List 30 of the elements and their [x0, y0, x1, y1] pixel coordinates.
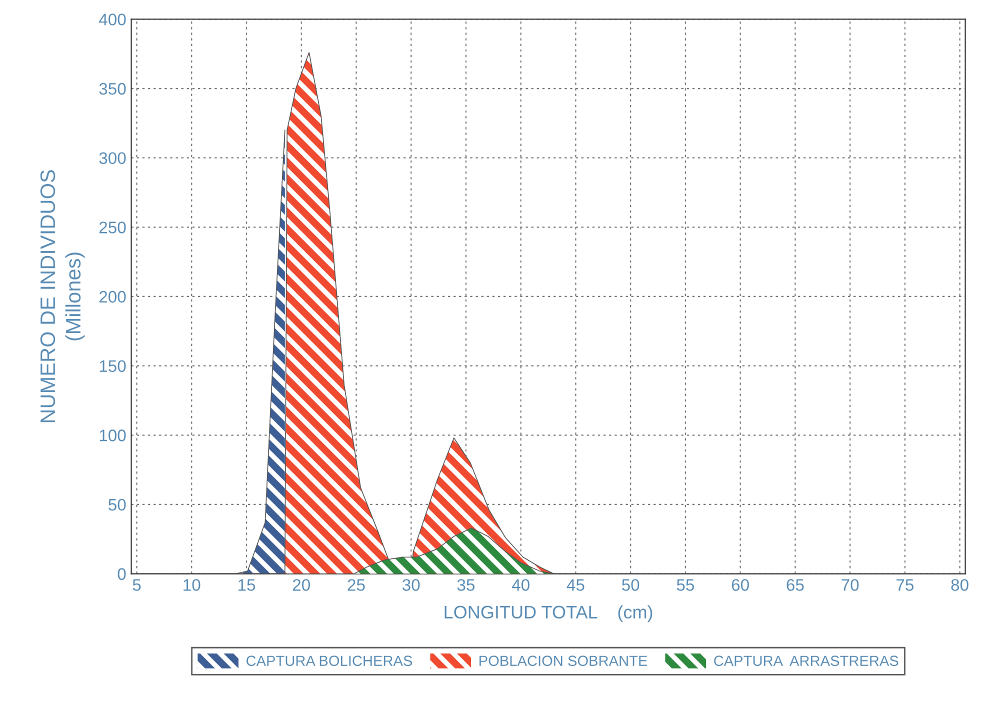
y-tick-label: 250: [99, 222, 126, 234]
x-tick-label: 55: [676, 579, 694, 591]
x-tick-label: 15: [238, 579, 256, 591]
x-tick-label: 20: [292, 579, 310, 591]
y-tick-label: 50: [108, 498, 126, 511]
y-tick-label: 300: [99, 152, 126, 164]
x-tick-label: 30: [402, 579, 420, 591]
x-tick-label: 80: [951, 579, 968, 591]
x-tick-label: 25: [348, 579, 365, 591]
y-tick-label: 400: [98, 14, 126, 26]
x-tick-label: 65: [786, 579, 804, 591]
legend-label: POBLACION SOBRANTE: [480, 656, 648, 666]
x-axis-title: LONGITUD TOTAL (cm): [444, 605, 652, 622]
x-tick-label: 45: [566, 579, 584, 591]
x-tick-label: 75: [896, 579, 914, 591]
y-tick-label: 150: [100, 360, 126, 372]
x-tick-label: 35: [457, 579, 475, 591]
legend-label: CAPTURA ARRASTRERAS: [714, 656, 898, 666]
x-tick-label: 60: [732, 579, 749, 591]
y-tick-label: 350: [99, 82, 126, 95]
x-tick-label: 10: [184, 579, 200, 591]
y-tick-label: 100: [100, 430, 126, 442]
x-tick-label: 50: [622, 579, 640, 591]
x-tick-label: 5: [132, 579, 141, 591]
y-tick-label: 200: [99, 290, 126, 303]
legend-label: CAPTURA BOLICHERAS: [246, 656, 412, 666]
y-tick-label: 0: [118, 568, 126, 580]
x-tick-label: 70: [842, 579, 859, 591]
y-axis-title: NUMERO DE INDIVIDUOS (Millones): [40, 170, 85, 422]
x-tick-label: 40: [512, 579, 530, 591]
